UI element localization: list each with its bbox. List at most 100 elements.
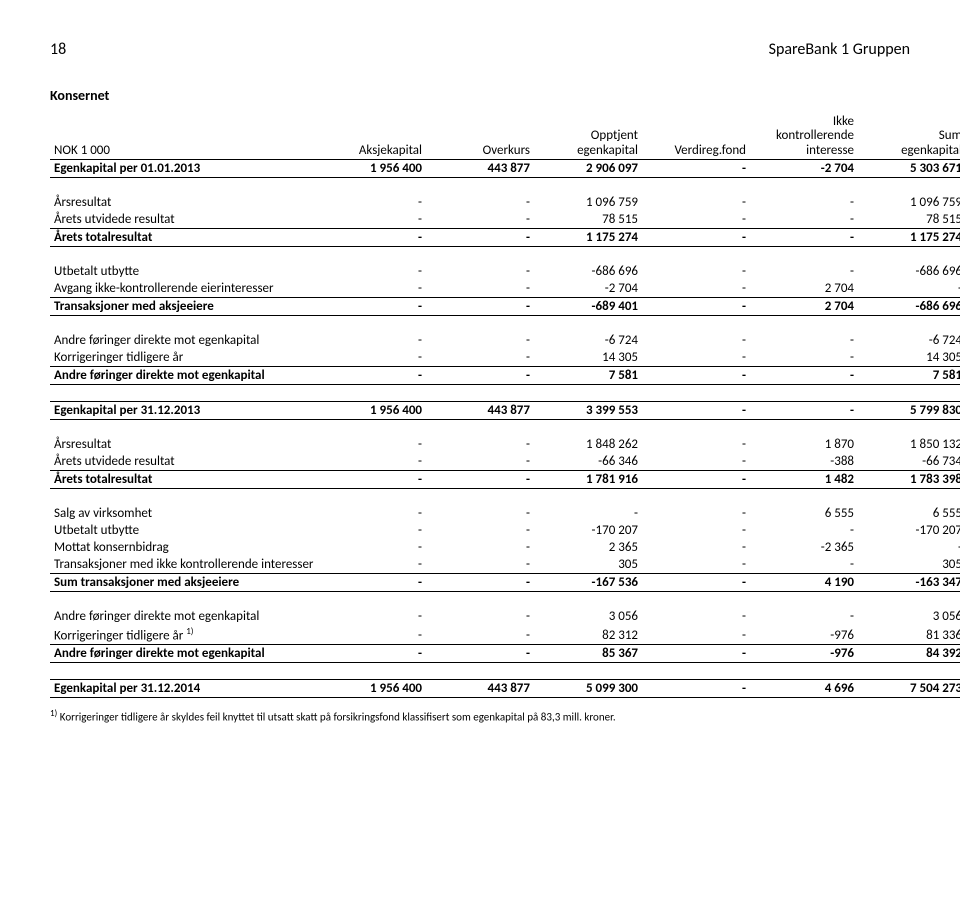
page-header: 18 SpareBank 1 Gruppen <box>50 40 910 59</box>
cell: - <box>318 625 426 645</box>
cell: Årets utvidede resultat <box>50 453 318 471</box>
cell: 78 515 <box>534 211 642 229</box>
cell: - <box>318 436 426 453</box>
cell: 6 555 <box>750 505 858 522</box>
cell: 443 877 <box>426 159 534 177</box>
cell: - <box>642 436 750 453</box>
cell: Årets utvidede resultat <box>50 211 318 229</box>
cell: - <box>318 522 426 539</box>
cell: 5 099 300 <box>534 680 642 698</box>
cell: - <box>750 211 858 229</box>
cell: -686 696 <box>858 297 960 315</box>
col-header-aksjekapital: Aksjekapital <box>318 114 426 159</box>
cell: - <box>426 470 534 488</box>
table-row: Årets totalresultat--1 175 274--1 175 27… <box>50 228 960 246</box>
cell: 14 305 <box>534 349 642 367</box>
cell: - <box>318 453 426 471</box>
cell: - <box>318 470 426 488</box>
cell: Egenkapital per 31.12.2014 <box>50 680 318 698</box>
cell: -163 347 <box>858 573 960 591</box>
cell: 1 096 759 <box>534 194 642 211</box>
cell: 1 956 400 <box>318 680 426 698</box>
cell: Korrigeringer tidligere år <box>50 349 318 367</box>
cell: - <box>318 263 426 280</box>
cell: - <box>642 263 750 280</box>
cell: - <box>426 645 534 663</box>
table-row <box>50 384 960 401</box>
table-row: Egenkapital per 01.01.20131 956 400443 8… <box>50 159 960 177</box>
cell: - <box>426 228 534 246</box>
cell: 5 303 671 <box>858 159 960 177</box>
table-row: Korrigeringer tidligere år 1)--82 312--9… <box>50 625 960 645</box>
table-row: Utbetalt utbytte---170 207---170 207 <box>50 522 960 539</box>
cell: - <box>318 505 426 522</box>
cell: 7 581 <box>858 366 960 384</box>
cell: -686 696 <box>858 263 960 280</box>
cell: -689 401 <box>534 297 642 315</box>
cell: - <box>318 573 426 591</box>
cell: 1 848 262 <box>534 436 642 453</box>
col-header-opptjent: Opptjentegenkapital <box>534 114 642 159</box>
table-row: Andre føringer direkte mot egenkapital--… <box>50 645 960 663</box>
cell: - <box>426 436 534 453</box>
cell: - <box>642 159 750 177</box>
cell: -976 <box>750 645 858 663</box>
cell: - <box>426 573 534 591</box>
cell: -686 696 <box>534 263 642 280</box>
table-row <box>50 246 960 263</box>
cell: Mottat konsernbidrag <box>50 539 318 556</box>
cell: - <box>642 228 750 246</box>
cell: 305 <box>534 556 642 574</box>
table-row: Avgang ikke-kontrollerende eierinteresse… <box>50 280 960 298</box>
section-title: Konsernet <box>50 87 910 104</box>
cell: Årets totalresultat <box>50 228 318 246</box>
cell: - <box>750 263 858 280</box>
cell: - <box>318 297 426 315</box>
cell: Egenkapital per 01.01.2013 <box>50 159 318 177</box>
table-row: Årsresultat--1 096 759--1 096 759 <box>50 194 960 211</box>
table-row: Egenkapital per 31.12.20141 956 400443 8… <box>50 680 960 698</box>
cell: - <box>426 280 534 298</box>
col-header-ikke-kontroll: Ikkekontrollerendeinteresse <box>750 114 858 159</box>
cell: 443 877 <box>426 680 534 698</box>
footnote-text: Korrigeringer tidligere år skyldes feil … <box>60 711 616 724</box>
table-row: Sum transaksjoner med aksjeeiere---167 5… <box>50 573 960 591</box>
cell: Korrigeringer tidligere år 1) <box>50 625 318 645</box>
table-row <box>50 591 960 608</box>
cell: -6 724 <box>858 332 960 349</box>
cell: - <box>426 505 534 522</box>
col-header-verdireg: Verdireg.fond <box>642 114 750 159</box>
cell: - <box>750 401 858 419</box>
footnote: 1) Korrigeringer tidligere år skyldes fe… <box>50 708 910 724</box>
cell: - <box>750 522 858 539</box>
cell: - <box>318 194 426 211</box>
cell: Transaksjoner med aksjeeiere <box>50 297 318 315</box>
cell: - <box>426 625 534 645</box>
table-row <box>50 419 960 436</box>
cell: 1 870 <box>750 436 858 453</box>
cell: - <box>642 194 750 211</box>
cell: - <box>318 280 426 298</box>
cell: Sum transaksjoner med aksjeeiere <box>50 573 318 591</box>
cell: 4 190 <box>750 573 858 591</box>
cell: Andre føringer direkte mot egenkapital <box>50 608 318 625</box>
cell: 7 581 <box>534 366 642 384</box>
cell: -976 <box>750 625 858 645</box>
cell: - <box>642 522 750 539</box>
cell: -167 536 <box>534 573 642 591</box>
cell: 84 392 <box>858 645 960 663</box>
table-row: Korrigeringer tidligere år--14 305--14 3… <box>50 349 960 367</box>
cell: - <box>642 625 750 645</box>
table-body: Egenkapital per 01.01.20131 956 400443 8… <box>50 159 960 697</box>
cell: - <box>318 228 426 246</box>
cell: - <box>642 211 750 229</box>
cell: - <box>426 539 534 556</box>
cell: 2 704 <box>750 280 858 298</box>
cell: - <box>858 280 960 298</box>
cell: Egenkapital per 31.12.2013 <box>50 401 318 419</box>
cell: Årsresultat <box>50 194 318 211</box>
cell: - <box>750 194 858 211</box>
cell: 78 515 <box>858 211 960 229</box>
cell: Årsresultat <box>50 436 318 453</box>
cell: Avgang ikke-kontrollerende eierinteresse… <box>50 280 318 298</box>
